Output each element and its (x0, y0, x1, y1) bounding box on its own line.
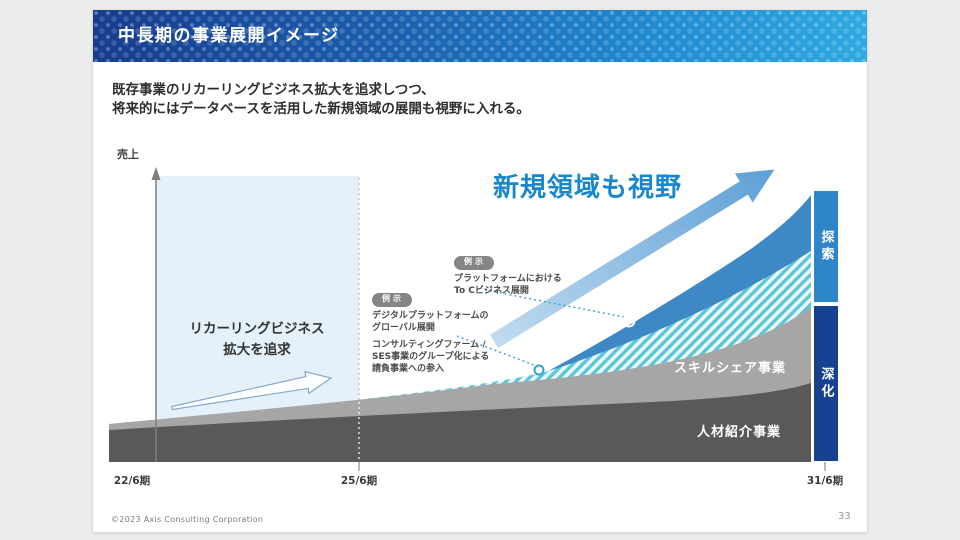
y-axis-label: 売上 (117, 148, 139, 161)
header-banner: 中長期の事業展開イメージ (93, 10, 867, 62)
subtitle: 既存事業のリカーリングビジネス拡大を追求しつつ、 将来的にはデータベースを活用し… (112, 81, 732, 118)
page-number: 33 (838, 511, 851, 522)
example-line: SES事業のグループ化による (372, 352, 490, 363)
page-title: 中長期の事業展開イメージ (118, 26, 340, 46)
subtitle-line2: 将来的にはデータベースを活用した新規領域の展開も視野に入れる。 (112, 100, 530, 117)
example-callout-toc: 例示 プラットフォームにおける To Cビジネス展開 (454, 256, 584, 297)
example-callout-platform: 例示 デジタルプラットフォームの グローバル展開 コンサルティングファーム / … (372, 293, 522, 376)
x-tick-31-6: 31/6期 (806, 475, 844, 487)
callout-line-platform (456, 335, 535, 366)
new-domain-headline: 新規領域も視野 (493, 173, 683, 203)
example-badge: 例示 (372, 293, 412, 307)
sidebar-shinka: 深化 (814, 306, 838, 461)
sidebar-tansaku: 探索 (814, 191, 838, 302)
example-line: 請負事業への参入 (372, 364, 445, 375)
callout-marker-toc (622, 314, 636, 328)
footer-copyright: ©2023 Axis Consulting Corporation (111, 515, 264, 524)
y-axis-arrowhead-icon (151, 167, 161, 180)
sidebar-shinka-label: 深化 (818, 366, 834, 401)
example-line: プラットフォームにおける (454, 273, 562, 284)
recurring-note-line1: リカーリングビジネス (189, 321, 325, 337)
callout-marker-platform (533, 364, 545, 376)
example-line: グローバル展開 (372, 322, 435, 333)
business-area-chart (109, 166, 826, 471)
area-recruiting (109, 383, 811, 462)
sidebar-tansaku-label: 探索 (818, 229, 834, 264)
area-label-skillshare: スキルシェア事業 (674, 361, 787, 376)
example-line: デジタルプラットフォームの (372, 310, 489, 321)
callout-line-toc (484, 289, 625, 318)
recurring-note-line2: 拡大を追求 (223, 341, 291, 358)
example-badge: 例示 (454, 256, 494, 270)
area-label-recruiting: 人材紹介事業 (697, 425, 782, 440)
slide: 中長期の事業展開イメージ 既存事業のリカーリングビジネス拡大を追求しつつ、 将来… (93, 10, 867, 532)
x-tick-22-6: 22/6期 (113, 475, 151, 487)
x-tick-25-6: 25/6期 (340, 475, 378, 487)
recurring-note: リカーリングビジネス 拡大を追求 (161, 319, 353, 361)
example-line: To Cビジネス展開 (454, 285, 529, 296)
subtitle-line1: 既存事業のリカーリングビジネス拡大を追求しつつ、 (112, 82, 435, 98)
recurring-arrow-icon (170, 370, 333, 411)
example-line: コンサルティングファーム / (372, 340, 486, 351)
